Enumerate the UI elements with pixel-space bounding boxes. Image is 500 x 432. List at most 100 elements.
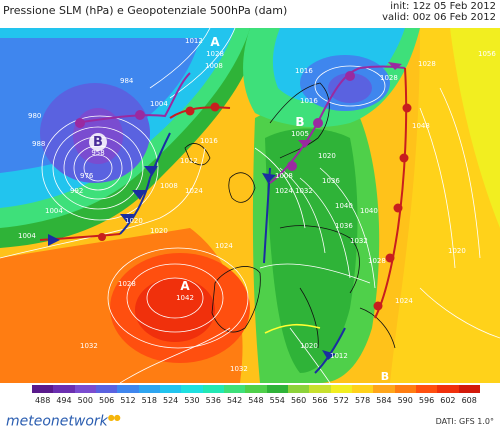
isobar-label: 1024: [185, 187, 203, 195]
header: Pressione SLM (hPa) e Geopotenziale 500h…: [0, 0, 500, 28]
isobar-label: 1032: [80, 342, 98, 350]
low-center-east: B: [381, 370, 389, 383]
isobar-label: 980: [28, 112, 41, 120]
geopotential-field: [0, 28, 500, 383]
colorbar-swatch: [181, 385, 203, 393]
isobar-label: 1040: [360, 207, 378, 215]
isobar-label: 976: [80, 172, 94, 180]
colorbar-swatch: [415, 385, 438, 393]
colorbar-tick: 572: [333, 396, 349, 405]
high-center-azores: A: [180, 279, 190, 293]
colorbar-tick: 590: [397, 396, 413, 405]
isobar-label: 1048: [412, 122, 430, 130]
isobar-label: 1004: [45, 207, 63, 215]
isobar-label: 1036: [335, 222, 353, 230]
isobars: [0, 28, 500, 383]
isobar-label: 1020: [318, 152, 336, 160]
colorbar-swatch: [202, 385, 224, 393]
high-center-azores-value: 1042: [176, 294, 194, 302]
isobar-label: 1024: [395, 297, 413, 305]
isobar-label: 1012: [330, 352, 348, 360]
colorbar: [32, 385, 480, 393]
colorbar-swatch: [159, 385, 182, 393]
low-center-baltic: B: [295, 115, 304, 129]
high-center-north: A: [210, 35, 220, 49]
coastlines: [184, 82, 396, 349]
isobar-label: 1020: [125, 217, 143, 225]
geopotential-contour: [264, 323, 321, 334]
low-center-atlantic-mark: [89, 133, 107, 151]
colorbar-tick: 500: [77, 396, 93, 405]
colorbar-tick: 578: [354, 396, 371, 405]
low-center-baltic-value: 1005: [291, 130, 309, 138]
isobar-label: 1008: [205, 62, 223, 70]
low-center-atlantic-value: 958: [91, 149, 104, 157]
colorbar-swatch: [437, 385, 459, 393]
colorbar-tick: 536: [205, 396, 221, 405]
colorbar-swatch: [117, 385, 139, 393]
isobar-label: 1036: [322, 177, 340, 185]
colorbar-tick: 566: [312, 396, 328, 405]
colorbar-swatch: [287, 385, 310, 393]
isobar-label: 1016: [300, 97, 318, 105]
colorbar-tick: 530: [184, 396, 200, 405]
colorbar-swatch: [74, 385, 96, 393]
colorbar-swatch: [266, 385, 288, 393]
colorbar-swatch: [245, 385, 267, 393]
colorbar-swatch: [223, 385, 246, 393]
isobar-label: 1016: [200, 137, 218, 145]
isobar-label: 1032: [295, 187, 313, 195]
isobar-label: 984: [120, 77, 134, 85]
cold-fronts: [39, 132, 346, 374]
colorbar-tick: 554: [269, 396, 285, 405]
weather-map: A 1028 B 958 B 1005 A 1042 B 980 984 988…: [0, 28, 500, 383]
isobar-labels: 980 984 988 992 1004 1004 1012 1008 1016…: [18, 37, 496, 373]
isobar-label: 1028: [418, 60, 436, 68]
isobar-label: 1008: [275, 172, 293, 180]
data-source: DATI: GFS 1.0°: [435, 417, 494, 426]
colorbar-swatch: [138, 385, 160, 393]
isobar-label: 1024: [215, 242, 233, 250]
isobar-label: 1004: [18, 232, 36, 240]
occluded-fronts: [74, 62, 406, 184]
isobar-label: 1016: [295, 67, 313, 75]
isobar-label: 1008: [160, 182, 178, 190]
colorbar-swatch: [53, 385, 75, 393]
isobar-label: 1004: [150, 100, 168, 108]
colorbar-tick: 560: [290, 396, 307, 405]
isobar-label: 1024: [275, 187, 293, 195]
warm-fronts: [98, 67, 412, 319]
logo-text: meteonetwork: [6, 413, 108, 430]
isobar-label: 1056: [478, 50, 496, 58]
colorbar-tick: 602: [440, 396, 456, 405]
isobar-label: 1028: [380, 74, 398, 82]
colorbar-ticks: 488 494 500 506 512 518 524 530 536 542 …: [32, 396, 480, 406]
isobar-label: 992: [70, 187, 83, 195]
isobar-label: 1020: [300, 342, 318, 350]
colorbar-swatch: [394, 385, 416, 393]
colorbar-swatch: [373, 385, 395, 393]
isobar-label: 1032: [350, 237, 368, 245]
high-center-north-value: 1028: [206, 50, 224, 58]
logo-dots-icon: ●●: [107, 413, 121, 422]
meteonetwork-logo: meteonetwork●●: [6, 413, 121, 430]
colorbar-tick: 542: [226, 396, 243, 405]
colorbar-swatch: [95, 385, 118, 393]
colorbar-tick: 506: [99, 396, 115, 405]
isobar-label: 1012: [185, 37, 203, 45]
isobar-label: 1020: [150, 227, 168, 235]
colorbar-swatch: [32, 385, 54, 393]
colorbar-tick: 518: [141, 396, 157, 405]
isobar-label: 1012: [180, 157, 198, 165]
isobar-label: 1028: [368, 257, 386, 265]
colorbar-tick: 596: [418, 396, 435, 405]
colorbar-swatch: [309, 385, 331, 393]
pressure-centers: A 1028 B 958 B 1005 A 1042 B: [89, 35, 389, 383]
colorbar-tick: 512: [120, 396, 136, 405]
colorbar-swatch: [458, 385, 480, 393]
isobar-label: 1020: [448, 247, 466, 255]
isobar-label: 988: [32, 140, 45, 148]
isobar-label: 1032: [230, 365, 248, 373]
colorbar-swatch: [330, 385, 352, 393]
run-times: init: 12z 05 Feb 2012 valid: 00z 06 Feb …: [382, 1, 496, 23]
